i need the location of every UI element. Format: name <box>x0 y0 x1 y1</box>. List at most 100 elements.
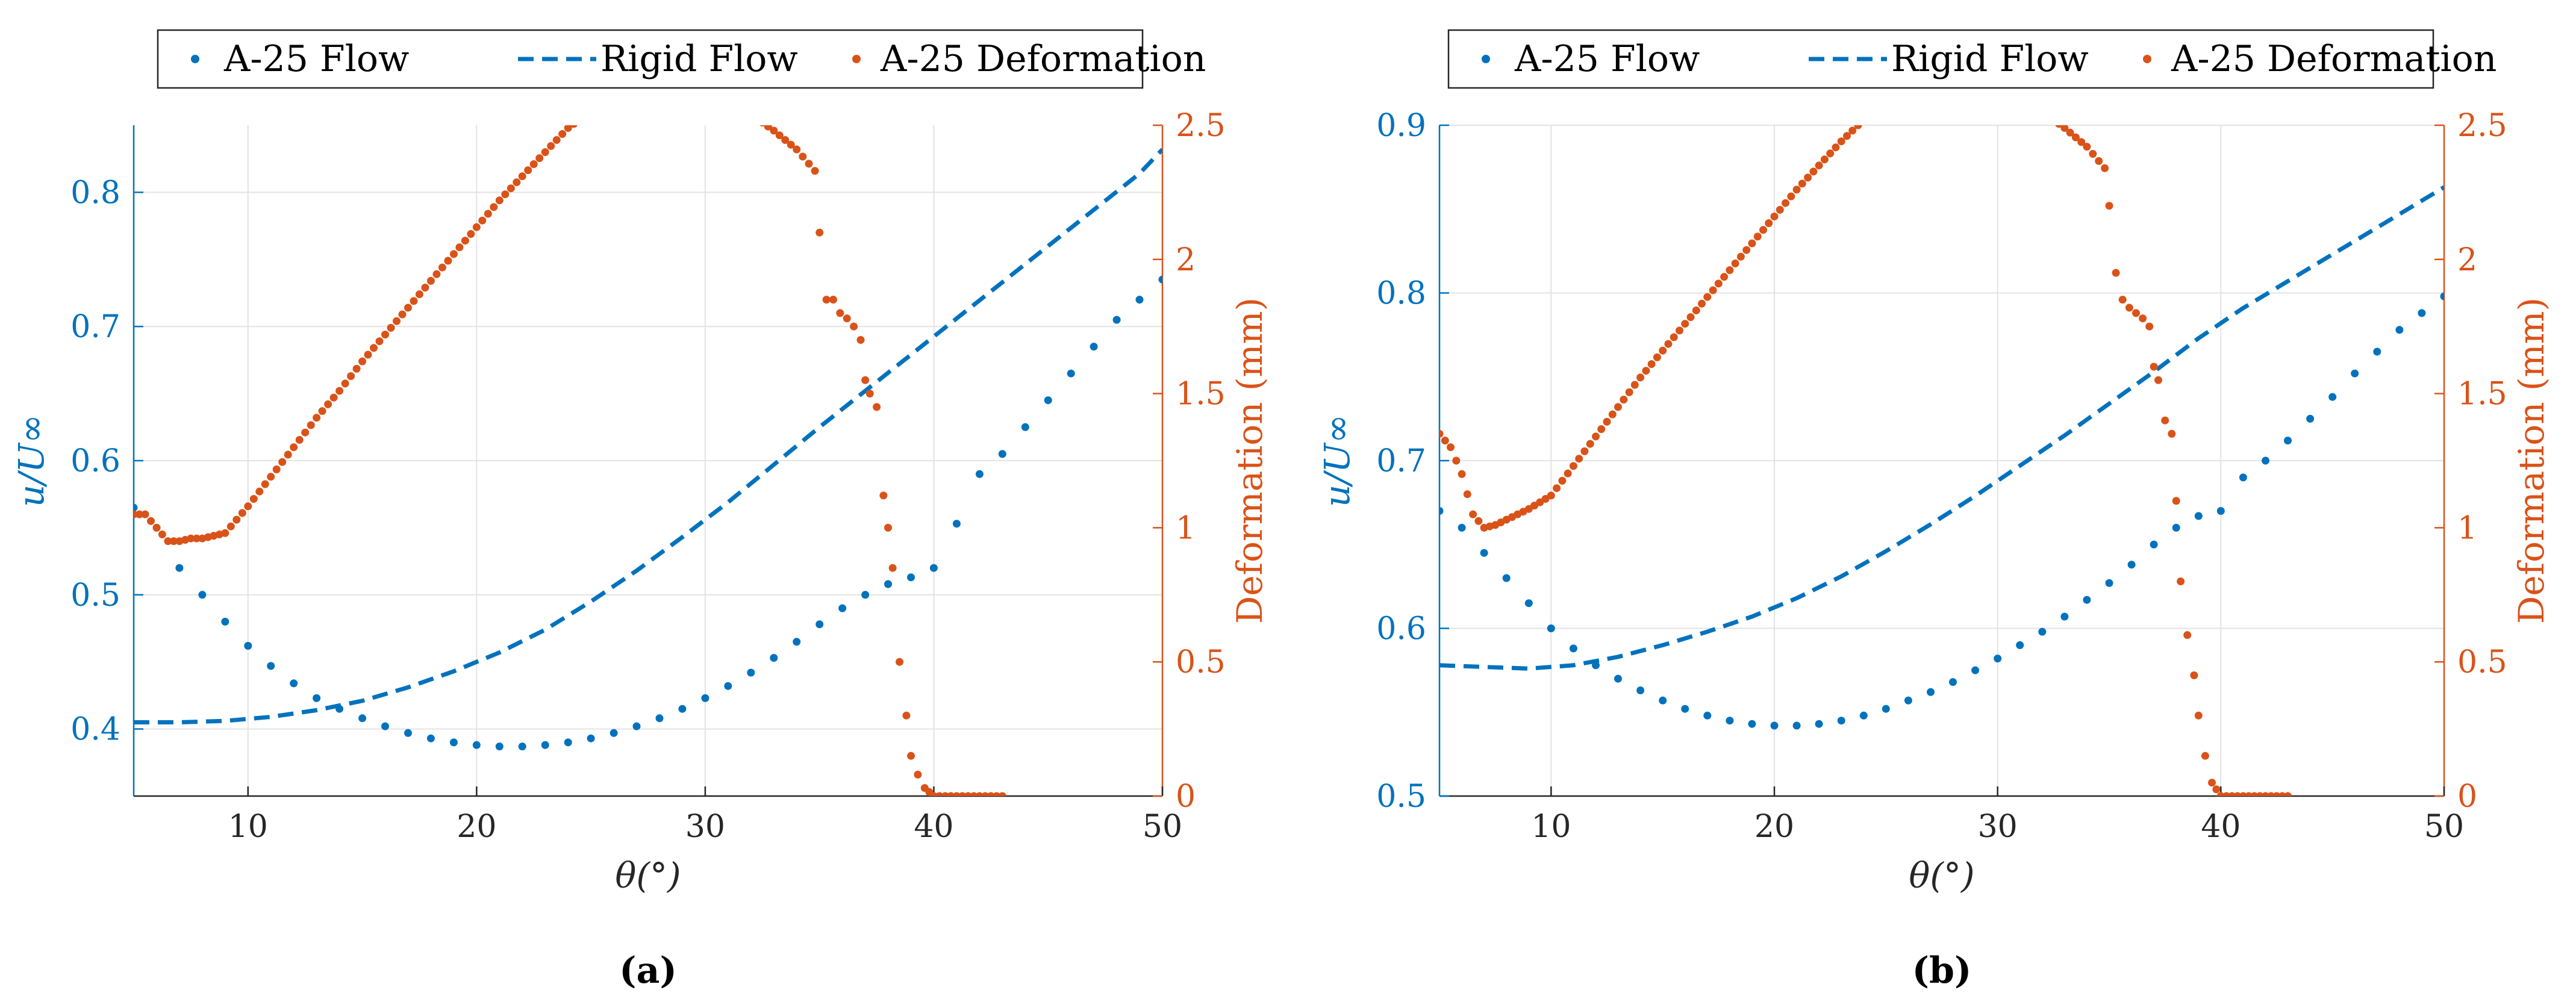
point-a-25-deformation <box>1899 92 1907 100</box>
point-a-25-deformation <box>2060 125 2069 132</box>
point-a-25-deformation <box>1458 470 1466 478</box>
y-left-tick-label: 0.7 <box>1376 443 1426 479</box>
point-a-25-deformation <box>879 491 888 500</box>
point-a-25-deformation <box>2118 296 2127 304</box>
point-a-25-deformation <box>2095 157 2103 165</box>
y-right-tick-label: 0.5 <box>1176 644 1226 680</box>
point-a-25-deformation <box>290 443 298 452</box>
y-right-tick-label: 0 <box>2457 779 2477 815</box>
point-a-25-deformation <box>599 101 607 109</box>
point-a-25-deformation <box>507 184 515 193</box>
y-left-tick-label: 0.8 <box>1376 276 1426 312</box>
point-a-25-flow <box>1112 316 1121 324</box>
x-axis-label: θ(°) <box>615 855 681 896</box>
point-a-25-deformation <box>701 89 709 97</box>
point-a-25-flow <box>2150 540 2158 549</box>
point-a-25-flow <box>655 714 664 723</box>
point-a-25-deformation <box>1820 155 1829 164</box>
point-a-25-deformation <box>1625 388 1633 396</box>
point-a-25-deformation <box>1882 100 1890 108</box>
point-a-25-deformation <box>2201 752 2209 760</box>
point-a-25-flow <box>1067 369 1075 378</box>
point-a-25-deformation <box>484 210 492 218</box>
plot-area <box>134 88 1162 796</box>
point-a-25-flow <box>1458 523 1466 532</box>
y-right-tick-label: 2 <box>1176 242 1196 278</box>
point-a-25-deformation <box>1676 326 1683 335</box>
point-a-25-deformation <box>696 88 703 96</box>
point-a-25-deformation <box>478 216 487 225</box>
point-a-25-deformation <box>1770 213 1779 220</box>
point-a-25-deformation <box>295 436 304 444</box>
point-a-25-deformation <box>278 458 287 466</box>
point-a-25-flow <box>1524 599 1533 608</box>
point-a-25-flow <box>2194 512 2203 520</box>
y-right-axis-label: Deformation (mm) <box>1229 297 1270 624</box>
point-a-25-flow <box>2083 596 2091 604</box>
x-tick-label: 20 <box>457 809 496 845</box>
panel-caption: (a) <box>619 950 677 992</box>
legend-box <box>1447 29 2434 89</box>
point-a-25-deformation <box>518 172 526 181</box>
point-a-25-deformation <box>581 112 589 120</box>
point-a-25-deformation <box>2145 322 2154 331</box>
point-a-25-deformation <box>753 114 761 122</box>
y-right-tick-label: 1.5 <box>2457 376 2507 412</box>
point-a-25-deformation <box>438 263 446 272</box>
series-rigid-flow-line <box>1439 185 2444 671</box>
y-right-tick-label: 2.5 <box>1176 108 1226 144</box>
point-a-25-flow <box>1502 574 1511 582</box>
point-a-25-deformation <box>313 414 321 422</box>
point-a-25-flow <box>1971 666 1980 674</box>
legend-marker-a25-deformation <box>852 55 861 63</box>
point-a-25-deformation <box>410 297 418 305</box>
point-a-25-flow <box>1569 644 1577 653</box>
point-a-25-flow <box>2239 473 2247 482</box>
point-a-25-flow <box>1726 717 1734 725</box>
legend-label-a25-flow: A-25 Flow <box>1514 38 1700 80</box>
y-right-tick-label: 1 <box>2457 510 2477 546</box>
point-a-25-flow <box>1547 624 1555 632</box>
point-a-25-deformation <box>2132 309 2140 317</box>
point-a-25-deformation <box>2066 128 2074 137</box>
point-a-25-deformation <box>713 95 720 102</box>
legend-box <box>157 29 1144 89</box>
point-a-25-deformation <box>347 372 355 381</box>
point-a-25-flow <box>1614 674 1622 683</box>
point-a-25-flow <box>2395 326 2404 334</box>
point-a-25-deformation <box>902 711 911 720</box>
point-a-25-flow <box>1158 275 1162 284</box>
point-a-25-flow <box>1859 711 1868 720</box>
point-a-25-deformation <box>284 450 292 459</box>
point-a-25-flow <box>975 470 984 478</box>
point-a-25-deformation <box>1776 205 1784 214</box>
point-a-25-deformation <box>226 522 235 531</box>
point-a-25-deformation <box>2083 143 2091 151</box>
point-a-25-deformation <box>1569 462 1577 470</box>
point-a-25-flow <box>1021 423 1029 431</box>
point-a-25-deformation <box>1809 167 1818 176</box>
point-a-25-deformation <box>1787 192 1795 201</box>
point-a-25-deformation <box>2027 101 2035 109</box>
point-a-25-deformation <box>1843 132 1851 140</box>
point-a-25-flow <box>2373 347 2381 356</box>
point-a-25-flow <box>2351 369 2359 378</box>
x-tick-label: 30 <box>685 809 725 845</box>
point-a-25-flow <box>134 503 138 512</box>
point-a-25-flow <box>313 694 321 702</box>
point-a-25-flow <box>426 734 435 742</box>
point-a-25-flow <box>1949 678 1957 686</box>
legend: A-25 Flow Rigid Flow A-25 Deformation <box>1447 29 2496 89</box>
point-a-25-deformation <box>829 296 837 304</box>
point-a-25-flow <box>929 564 938 572</box>
point-a-25-deformation <box>1703 293 1712 301</box>
point-a-25-deformation <box>622 90 629 98</box>
point-a-25-deformation <box>324 400 332 408</box>
point-a-25-deformation <box>2010 92 2018 100</box>
point-a-25-deformation <box>2071 133 2080 142</box>
point-a-25-deformation <box>610 95 618 102</box>
y-left-tick-label: 0.5 <box>1376 779 1426 815</box>
point-a-25-deformation <box>1748 239 1756 247</box>
point-a-25-deformation <box>461 237 469 245</box>
point-a-25-deformation <box>552 136 561 144</box>
